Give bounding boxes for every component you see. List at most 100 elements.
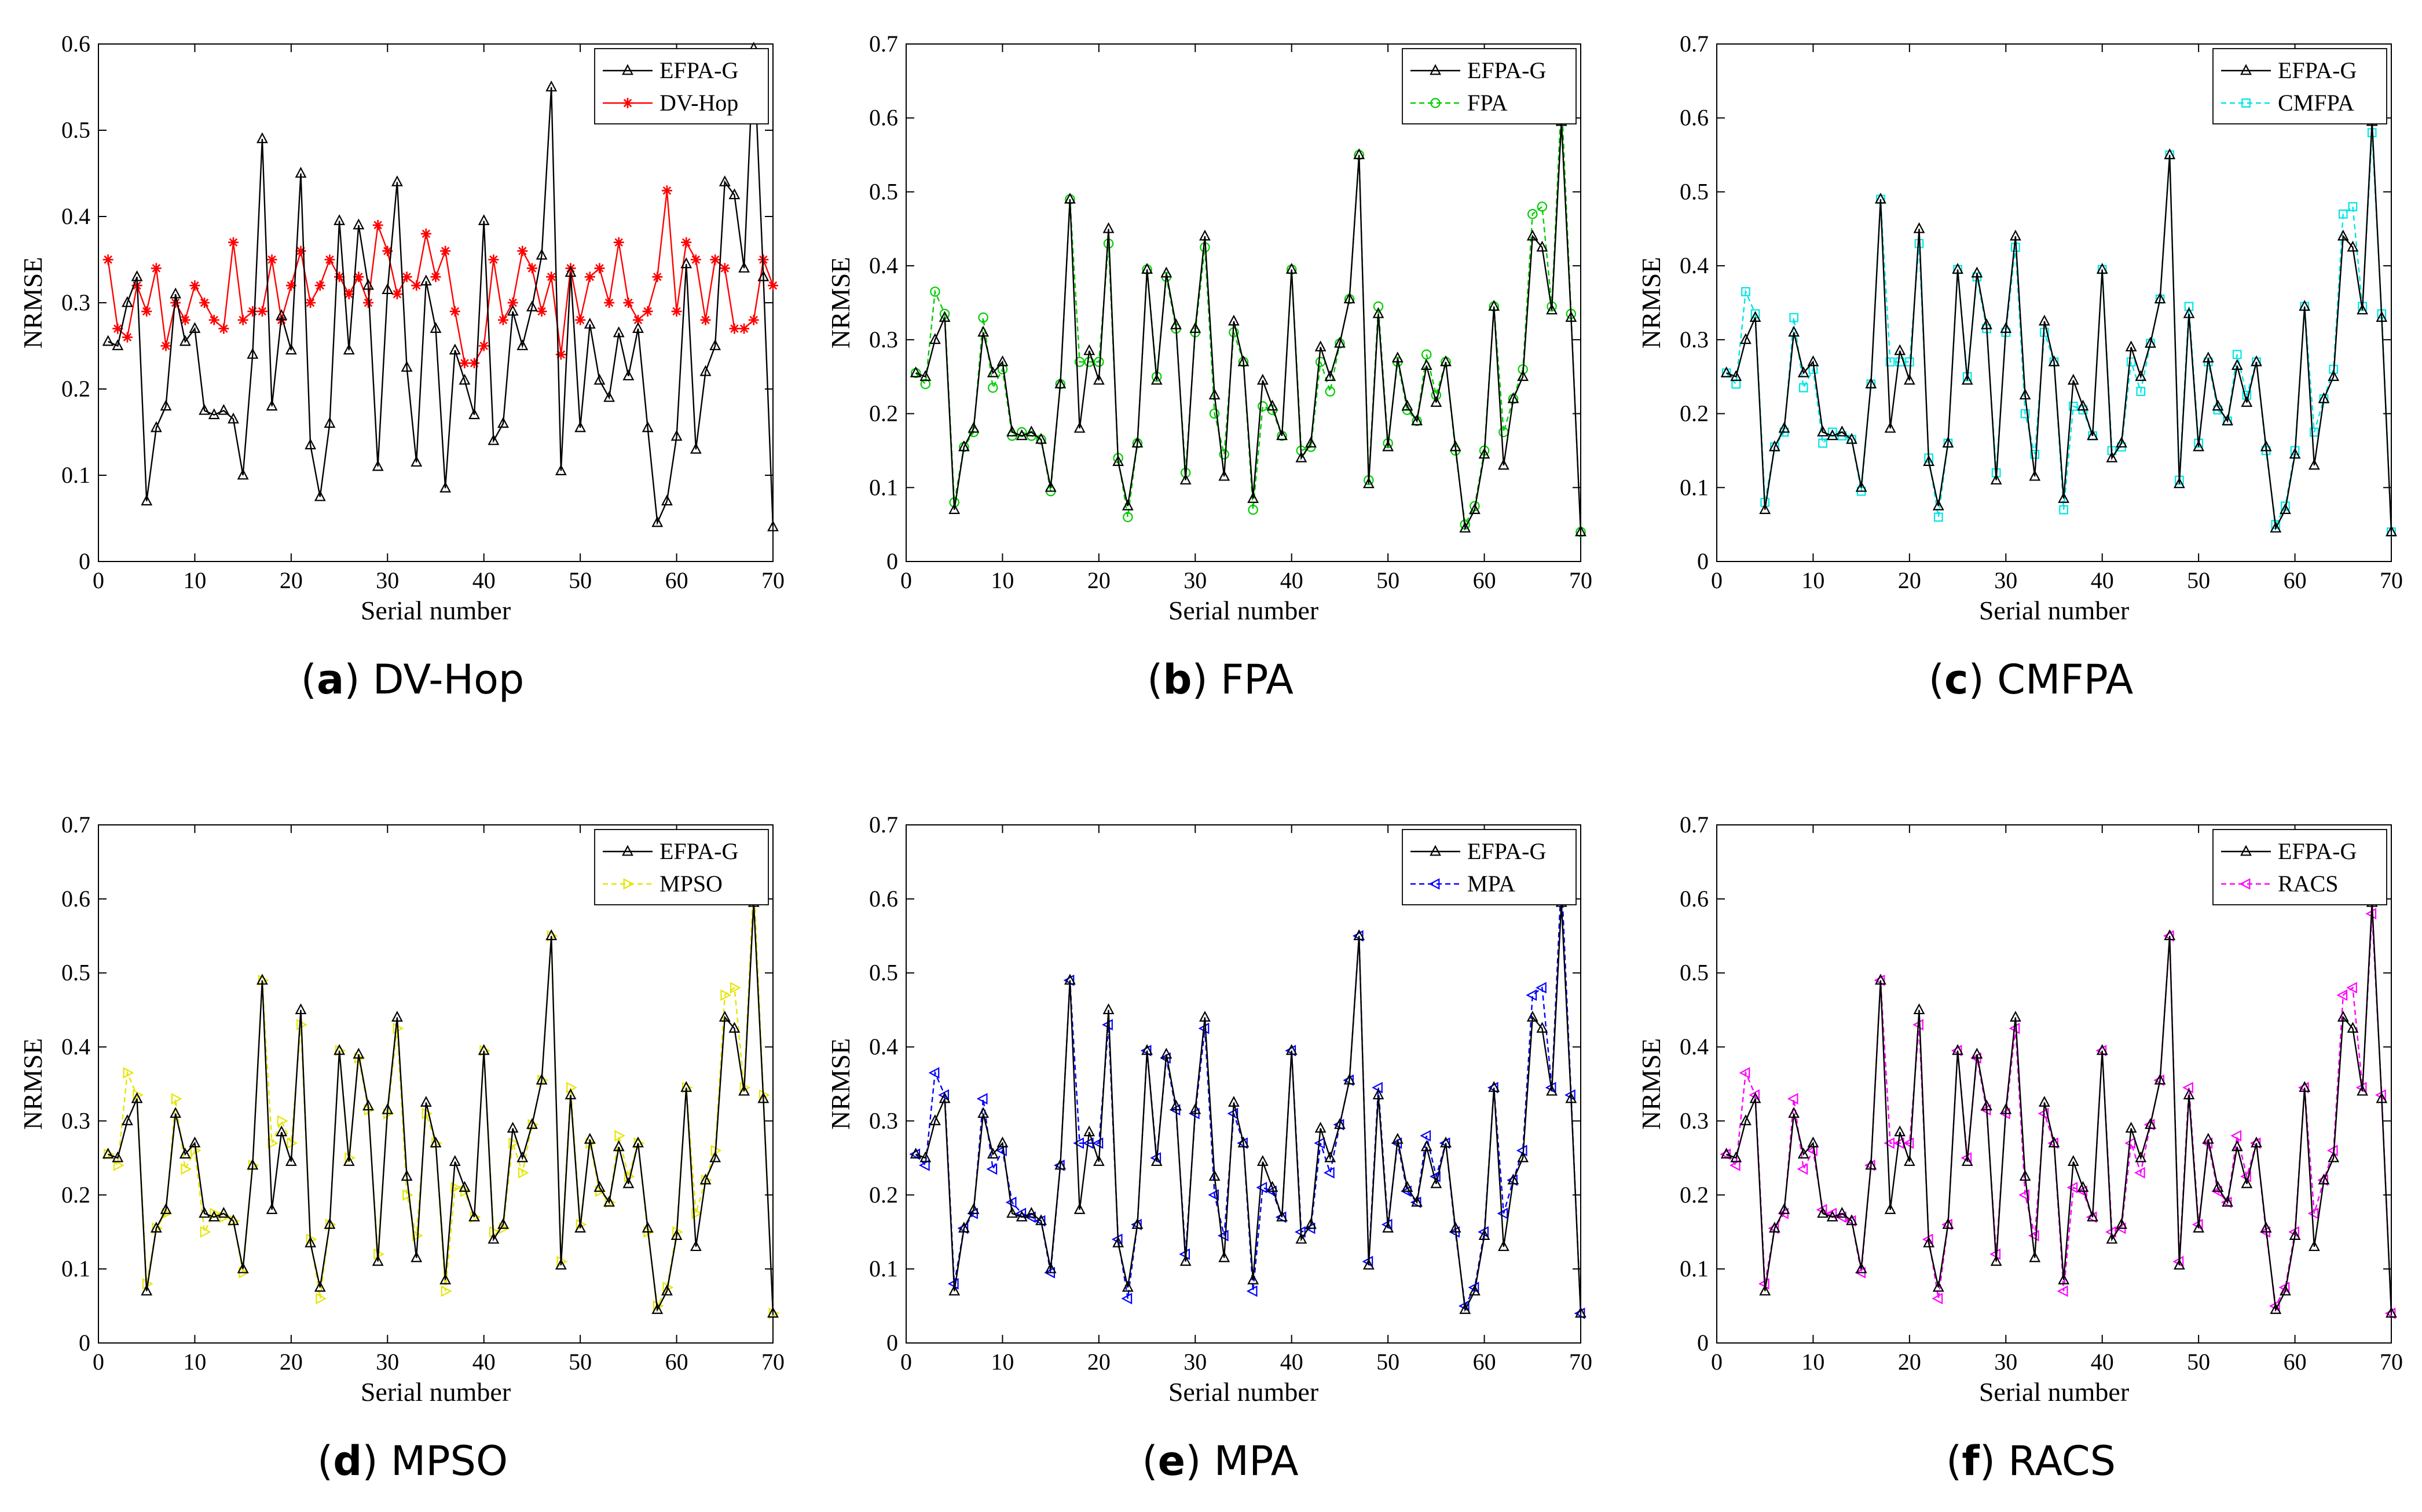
- panel-a-series-efpa-g-point-34: [420, 274, 432, 286]
- panel-b-xtick-label-40: 40: [1280, 567, 1303, 593]
- panel-a-series-dv-hop-point-47: [546, 271, 557, 282]
- panel-f-series-efpa-g-point-52: [2212, 1181, 2224, 1192]
- panel-d-series-efpa-g-point-42: [497, 1218, 509, 1229]
- panel-f-series-efpa-g-point-30: [2000, 1103, 2012, 1114]
- panel-f-series-efpa-g-point-61: [2299, 1081, 2311, 1092]
- panel-b-series-efpa-g-point-55: [1430, 396, 1442, 407]
- panel-c-series-cmfpa-point-4: [1750, 309, 1760, 319]
- panel-a-series-dv-hop-point-38: [459, 358, 470, 369]
- panel-f-series-efpa-g-point-58: [2270, 1303, 2282, 1314]
- panel-f-series-efpa-g-point-56: [2251, 1136, 2262, 1148]
- panel-d-series-mpso-point-36: [441, 1285, 452, 1297]
- panel-c-series-cmfpa-point-11: [1818, 438, 1827, 448]
- panel-c-series-cmfpa-point-13: [1837, 431, 1847, 441]
- panel-a-series-efpa-g-point-15: [237, 468, 249, 480]
- panel-f-legend: EFPA-G RACS: [2212, 829, 2387, 905]
- panel-d-series-efpa-g-point-34: [420, 1096, 432, 1107]
- panel-b-series-efpa-g-point-66: [1536, 240, 1548, 252]
- panel-c-axes-box: [1716, 43, 2392, 562]
- panel-f-series-efpa-g-point-65: [2337, 1011, 2349, 1022]
- panel-e-series-efpa-g-point-24: [1131, 1218, 1144, 1229]
- panel-e-series-efpa-g-point-11: [1006, 1206, 1018, 1218]
- panel-b-series-fpa-point-19: [1084, 357, 1094, 367]
- panel-f-xtick-label-0: 0: [1711, 1349, 1723, 1375]
- panel-b: 0 10 20 30 40 50 60 70 0 0.1 0.2 0.3 0.4 0.5 0.6 0.7 Ser…: [826, 31, 1592, 703]
- panel-f-series-racs-point-8: [1787, 1093, 1798, 1104]
- panel-b-series-efpa-g-point-41: [1295, 451, 1307, 463]
- panel-a-caption-letter: a: [317, 656, 344, 703]
- panel-f-caption-letter: f: [1962, 1437, 1980, 1485]
- panel-c-series-efpa-g-point-29: [1990, 474, 2002, 485]
- panel-a-legend-marker-2-point-1: [622, 98, 633, 108]
- panel-e-series-efpa-g-point-19: [1083, 1125, 1095, 1137]
- panel-e-series-efpa-g-point-35: [1237, 1136, 1250, 1148]
- panel-c-series-efpa-g-point-8: [1788, 325, 1800, 337]
- panel-c-ytick-label-0.4: 0.4: [1680, 252, 1709, 278]
- panel-d-series-efpa-g-point-12: [208, 1210, 220, 1222]
- panel-e-series-mpa-point-12: [1015, 1208, 1027, 1220]
- panel-e-series-mpa-point-10: [996, 1144, 1007, 1157]
- panel-a-series-dv-hop-point-6: [151, 263, 162, 274]
- panel-e-legend-label-1: EFPA-G: [1467, 838, 1546, 864]
- panel-f-caption-open-paren: (: [1946, 1437, 1962, 1485]
- panel-c-ytick-label-0: 0: [1697, 548, 1709, 574]
- panel-c-series-efpa-g-point-66: [2347, 240, 2359, 252]
- panel-d-series-efpa-g-point-3: [122, 1114, 133, 1125]
- panel-a-series-efpa-g-point-56: [632, 322, 644, 333]
- panel-d-series-efpa-g-point-14: [228, 1214, 239, 1225]
- panel-d-series-efpa-g-point-32: [401, 1169, 413, 1181]
- panel-a-ytick-label-0.1: 0.1: [61, 462, 90, 488]
- panel-a-series-efpa-g-point-21: [295, 167, 307, 178]
- panel-e-series-efpa-g-point-41: [1295, 1232, 1307, 1244]
- panel-f-series-racs-point-2: [1729, 1159, 1741, 1172]
- panel-f-series-efpa-g-point-31: [2010, 1011, 2021, 1022]
- panel-e-series-mpa-point-33: [1217, 1230, 1229, 1242]
- panel-a-series-efpa-g-point-6: [150, 421, 162, 432]
- panel-d-series-efpa-g-point-4: [131, 1092, 143, 1103]
- panel-d-series-efpa-g-point-39: [468, 1210, 480, 1222]
- panel-c-series-efpa-g-point-15: [1855, 480, 1867, 492]
- panel-f-caption-close-paren: ): [1980, 1437, 2009, 1485]
- panel-e-series-efpa-g-point-13: [1025, 1206, 1038, 1218]
- panel-e-series-efpa-g-point-29: [1179, 1255, 1192, 1266]
- panel-f-series-racs-point-59: [2278, 1282, 2290, 1294]
- panel-e-series-mpa-point-2: [918, 1159, 930, 1172]
- panel-d-series-mpso-point-8: [171, 1093, 182, 1104]
- panel-d-series-efpa-g-point-40: [478, 1044, 490, 1055]
- panel-c-series-efpa-g-point-3: [1740, 333, 1752, 344]
- panel-a-series-dv-hop-point-3: [122, 332, 133, 343]
- panel-a-series-dv-hop-point-60: [671, 306, 682, 317]
- panel-f-series-efpa-g-point-43: [2125, 1121, 2137, 1133]
- panel-d-series-efpa-g-point-36: [439, 1273, 452, 1285]
- panel-a-series-efpa-g-point-11: [199, 403, 210, 415]
- panel-b-series-efpa-g-point-22: [1112, 455, 1124, 466]
- panel-a-xtick-label-0: 0: [93, 567, 104, 593]
- panel-b-series-efpa-g-point-33: [1218, 469, 1230, 481]
- panel-b-xtick-label-20: 20: [1087, 567, 1111, 593]
- panel-f-series-efpa-g-point-17: [1875, 974, 1886, 985]
- panel-b-series-efpa-g-point-46: [1343, 292, 1355, 304]
- panel-f-axes-box: [1716, 824, 2392, 1344]
- panel-c-series-cmfpa-point-3: [1741, 287, 1750, 296]
- panel-a-series-efpa-g-point-59: [661, 494, 673, 506]
- panel-c-ytick-label-0.7: 0.7: [1680, 31, 1709, 57]
- panel-d-y-axis-label: NRMSE: [18, 1038, 47, 1129]
- panel-b-series-efpa-g-point-18: [1073, 421, 1086, 433]
- panel-a-series-efpa-g-point-55: [622, 369, 635, 381]
- panel-b-caption-open-paren: (: [1147, 656, 1163, 703]
- panel-e-series-efpa-g-point-53: [1411, 1195, 1423, 1207]
- panel-f-legend-label-2: RACS: [2278, 871, 2339, 897]
- panel-c-series-efpa-g: [1720, 115, 2397, 537]
- panel-e-xtick-label-30: 30: [1183, 1349, 1207, 1375]
- panel-c-x-axis-label: Serial number: [1979, 596, 2129, 625]
- panel-f-series-efpa-g-point-25: [1952, 1044, 1963, 1055]
- panel-e-series-efpa-g-point-38: [1266, 1181, 1278, 1192]
- panel-d-series-efpa-g-point-44: [516, 1151, 529, 1162]
- panel-a-caption-title: DV-Hop: [373, 656, 525, 703]
- panel-c-series-efpa-g-point-59: [2280, 503, 2291, 514]
- panel-c-series-efpa-g-point-41: [2106, 451, 2118, 463]
- panel-c-series-efpa-g-point-65: [2337, 229, 2349, 241]
- panel-b-series-efpa-g-point-32: [1208, 388, 1221, 400]
- panel-f-series-efpa-g-point-55: [2241, 1177, 2253, 1188]
- panel-e-xtick-label-0: 0: [900, 1349, 912, 1375]
